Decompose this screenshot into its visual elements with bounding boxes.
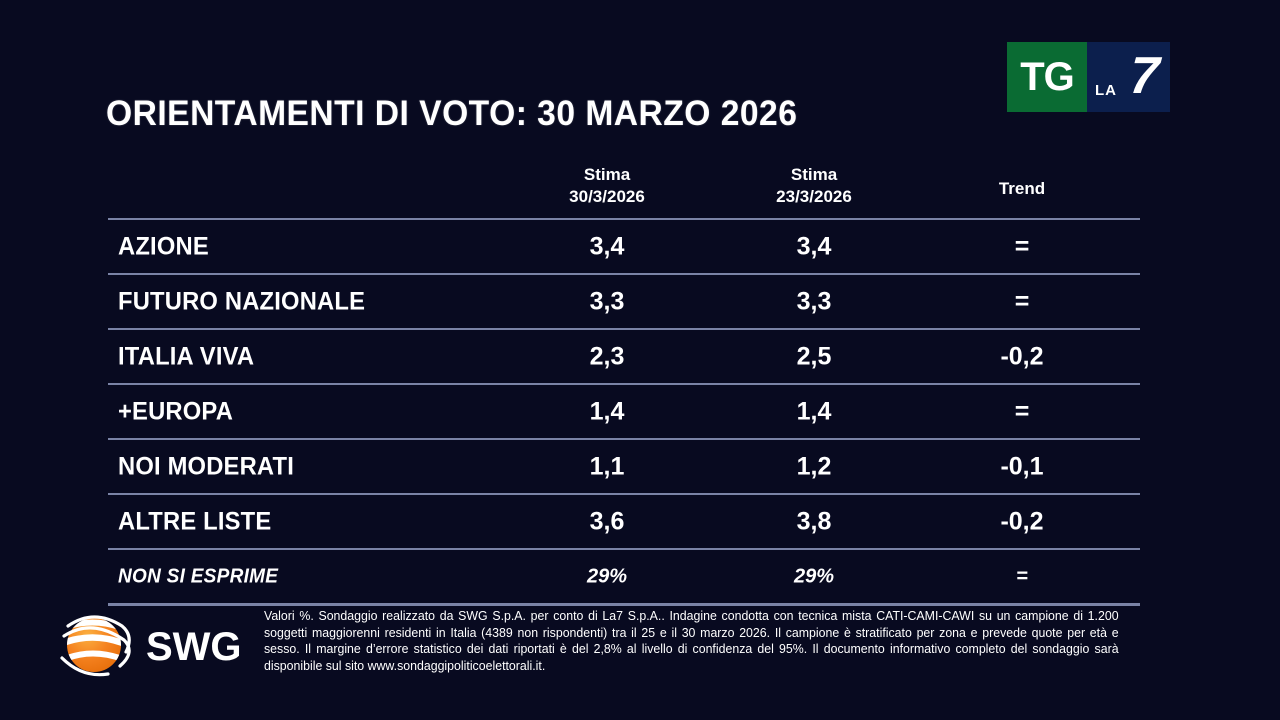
row-trend: = (1014, 397, 1030, 425)
column-header-stima-30: Stima 30/3/2026 (569, 164, 645, 209)
tg-logo-block: TG (1007, 42, 1087, 112)
row-trend: -0,1 (1000, 452, 1044, 480)
swg-wordmark: SWG (146, 625, 242, 669)
row-party-label: NON SI ESPRIME (118, 565, 279, 587)
row-trend: -0,2 (1000, 507, 1044, 535)
table-row: ALTRE LISTE 3,6 3,8 -0,2 (108, 493, 1140, 548)
row-trend: = (1014, 232, 1030, 260)
row-stima-23: 3,8 (796, 507, 832, 535)
row-stima-23: 29% (793, 565, 835, 587)
column-header-stima-23: Stima 23/3/2026 (776, 164, 852, 209)
swg-orbit-mid (62, 626, 131, 668)
row-party-label: ALTRE LISTE (118, 507, 272, 535)
row-stima-30: 1,1 (589, 452, 625, 480)
row-party-label: ITALIA VIVA (118, 342, 255, 370)
row-party-label: FUTURO NAZIONALE (118, 287, 366, 315)
poll-table: Stima 30/3/2026 Stima 23/3/2026 Trend AZ… (108, 160, 1140, 606)
table-row: AZIONE 3,4 3,4 = (108, 218, 1140, 273)
swg-logo-graphic: SWG (60, 615, 242, 677)
tg-logo-text: TG (1020, 55, 1075, 99)
table-row: NOI MODERATI 1,1 1,2 -0,1 (108, 438, 1140, 493)
row-stima-30: 1,4 (589, 397, 625, 425)
table-row: +EUROPA 1,4 1,4 = (108, 383, 1140, 438)
column-header-stima-30-line1: Stima (583, 165, 631, 184)
swg-sphere-bands (67, 619, 121, 667)
row-trend: -0,2 (1000, 342, 1044, 370)
swg-logo: SWG (48, 608, 253, 680)
la7-logo-la-text: LA (1095, 82, 1117, 99)
row-party-label: +EUROPA (118, 397, 234, 425)
page-title: ORIENTAMENTI DI VOTO: 30 MARZO 2026 (106, 94, 798, 133)
row-trend: = (1014, 287, 1030, 315)
table-row: FUTURO NAZIONALE 3,3 3,3 = (108, 273, 1140, 328)
row-stima-30: 3,4 (589, 232, 625, 260)
la7-logo-seven-text: 7 (1128, 47, 1162, 105)
row-stima-30: 29% (586, 565, 628, 587)
column-header-stima-23-line1: Stima (790, 165, 838, 184)
table-row: ITALIA VIVA 2,3 2,5 -0,2 (108, 328, 1140, 383)
table-row-non-si-esprime: NON SI ESPRIME 29% 29% = (108, 548, 1140, 606)
la7-logo-block: LA 7 (1087, 42, 1170, 112)
row-stima-23: 3,3 (796, 287, 832, 315)
row-stima-30: 3,6 (589, 507, 625, 535)
row-trend: = (1016, 565, 1028, 587)
row-stima-23: 1,2 (796, 452, 832, 480)
swg-orbit-lower (60, 656, 110, 677)
row-stima-30: 2,3 (589, 342, 625, 370)
swg-orbit-upper (66, 615, 131, 654)
column-header-trend: Trend (998, 179, 1046, 198)
column-header-stima-30-line2: 30/3/2026 (569, 187, 645, 207)
row-stima-30: 3,3 (589, 287, 625, 315)
row-stima-23: 2,5 (796, 342, 832, 370)
methodology-footnote: Valori %. Sondaggio realizzato da SWG S.… (264, 609, 1119, 674)
row-party-label: AZIONE (118, 232, 209, 260)
column-header-stima-23-line2: 23/3/2026 (776, 187, 852, 207)
row-stima-23: 1,4 (796, 397, 832, 425)
tgla7-logo: TG LA 7 (1007, 42, 1170, 112)
row-party-label: NOI MODERATI (118, 452, 295, 480)
table-header-row: Stima 30/3/2026 Stima 23/3/2026 Trend (108, 160, 1140, 218)
row-stima-23: 3,4 (796, 232, 832, 260)
